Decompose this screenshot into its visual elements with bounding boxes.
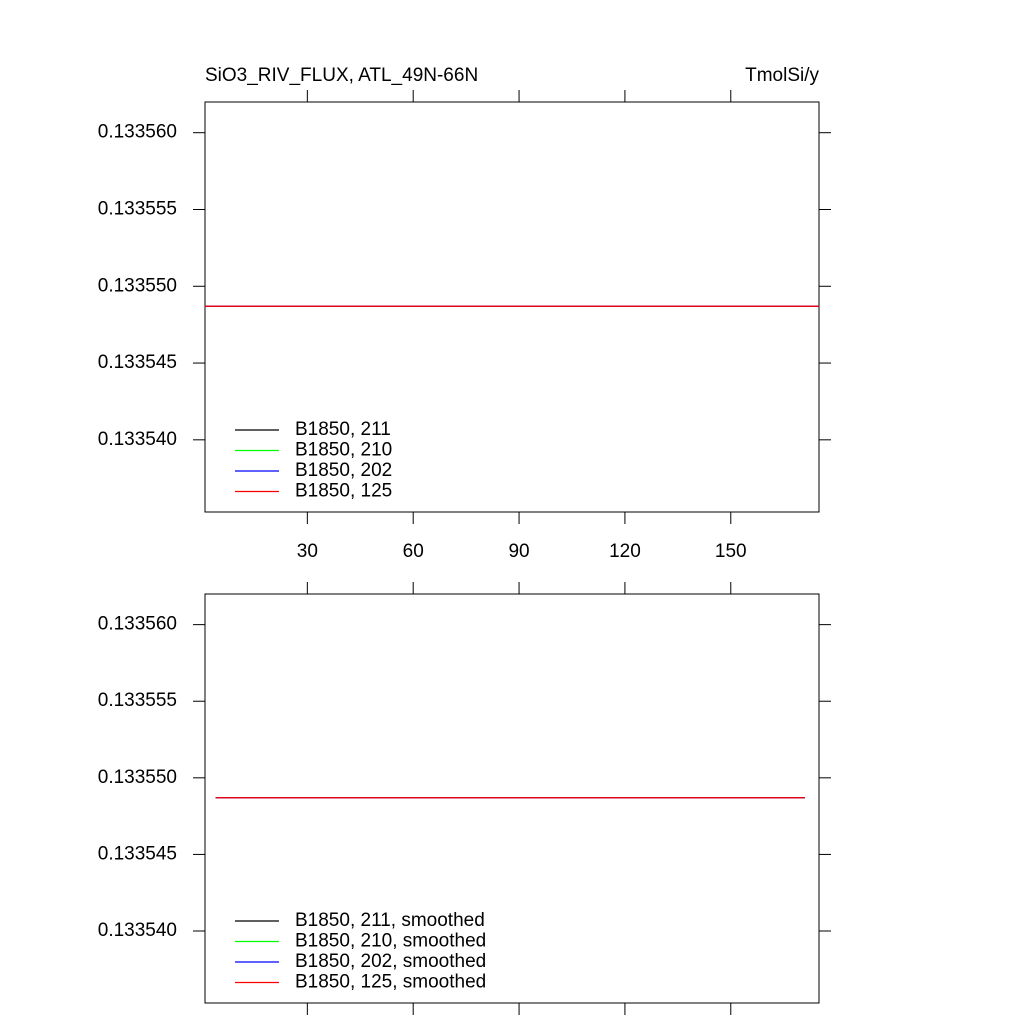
y-tick-label: 0.133550 (98, 767, 177, 788)
y-tick-label: 0.133540 (98, 920, 177, 941)
y-tick-label: 0.133560 (98, 122, 177, 143)
x-tick-label: 30 (297, 541, 318, 562)
chart-title: SiO3_RIV_FLUX, ATL_49N-66N (205, 65, 478, 86)
legend-label: B1850, 202, smoothed (295, 951, 486, 972)
x-tick-label: 90 (508, 541, 529, 562)
plot-frame (204, 101, 820, 513)
y-tick-label: 0.133550 (98, 275, 177, 296)
x-tick-label: 120 (609, 541, 641, 562)
legend-label: B1850, 125, smoothed (295, 972, 486, 993)
legend-label: B1850, 202 (295, 460, 392, 481)
y-tick-label: 0.133555 (98, 199, 177, 220)
y-tick-label: 0.133555 (98, 690, 177, 711)
legend-label: B1850, 211, smoothed (295, 910, 485, 931)
legend-label: B1850, 125 (295, 481, 392, 502)
legend-label: B1850, 211 (295, 419, 391, 440)
y-tick-label: 0.133560 (98, 614, 177, 635)
y-tick-label: 0.133540 (98, 429, 177, 450)
x-tick-label: 150 (715, 541, 747, 562)
legend-label: B1850, 210, smoothed (295, 931, 486, 952)
x-tick-label: 60 (403, 541, 424, 562)
legend-label: B1850, 210 (295, 440, 392, 461)
y-tick-label: 0.133545 (98, 843, 177, 864)
y-tick-label: 0.133545 (98, 352, 177, 373)
units-label: TmolSi/y (745, 65, 819, 86)
plot-frame (204, 593, 820, 1004)
